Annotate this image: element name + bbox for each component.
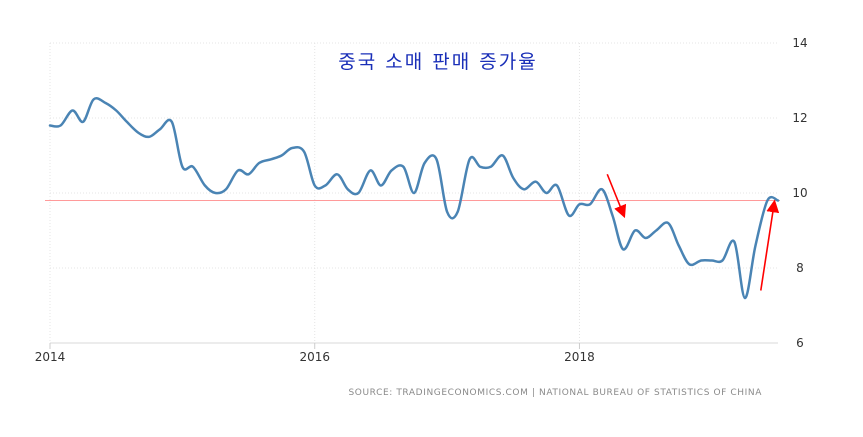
- x-tick-label: 2018: [564, 350, 595, 364]
- arrow-up-annotation: [760, 199, 780, 291]
- y-tick-label: 12: [792, 111, 807, 125]
- series-line: [48, 97, 780, 300]
- annotation-layer: [606, 173, 780, 291]
- y-axis-ticks: 6 8 10 12 14: [792, 36, 807, 350]
- y-tick-label: 6: [796, 336, 804, 350]
- arrow-down-annotation: [606, 173, 627, 219]
- y-tick-label: 8: [796, 261, 804, 275]
- source-note: SOURCE: TRADINGECONOMICS.COM | NATIONAL …: [348, 388, 762, 398]
- series-layer: [48, 97, 780, 300]
- chart-title: 중국 소매 판매 증가율: [338, 51, 537, 73]
- x-tick-label: 2014: [35, 350, 66, 364]
- x-axis-ticks: 2014 2016 2018: [35, 343, 595, 364]
- x-tick-label: 2016: [299, 350, 330, 364]
- y-tick-label: 14: [792, 36, 807, 50]
- y-tick-label: 10: [792, 186, 807, 200]
